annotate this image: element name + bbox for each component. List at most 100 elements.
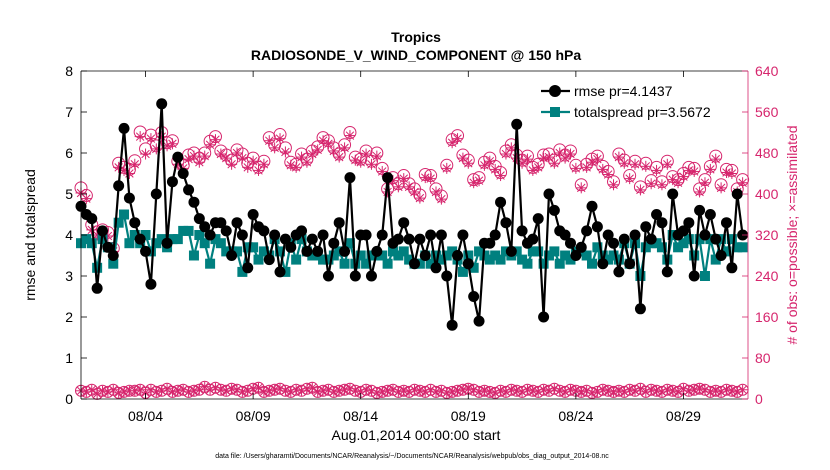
rmse-point [683,217,695,229]
totalspread-point [178,225,189,236]
rmse-point [123,192,135,204]
obs-low-assimilated-marker [108,384,119,395]
obs-assimilated-marker [715,182,727,194]
rmse-point [199,221,211,233]
totalspread-point [699,271,710,281]
rmse-point [140,245,152,257]
rmse-point [634,303,646,315]
obs-assimilated-marker [285,159,297,171]
obs-assimilated-marker [656,179,668,191]
totalspread-point [517,254,528,265]
totalspread-point [231,246,242,257]
x-tick-label: 08/24 [558,408,593,424]
totalspread-point [613,254,624,265]
obs-assimilated-marker [312,144,324,156]
obs-assimilated-marker [269,142,281,154]
totalspread-point [237,266,248,277]
totalspread-point [205,258,216,269]
totalspread-point [156,234,167,245]
y-right-tick-label: 80 [755,350,771,366]
totalspread-point [522,258,533,269]
rmse-point [667,188,679,200]
rmse-point [640,221,652,233]
y-right-tick-label: 320 [755,227,779,243]
rmse-point [559,229,571,241]
rmse-point [371,245,383,257]
obs-assimilated-marker [134,131,146,143]
obs-assimilated-marker [435,193,447,205]
totalspread-point [474,246,485,257]
obs-assimilated-marker [113,161,125,173]
rmse-point [102,241,114,253]
totalspread-point [86,238,97,249]
rmse-point [242,262,254,274]
rmse-point [452,250,464,261]
rmse-point [425,229,437,241]
totalspread-point [318,254,329,265]
obs-low-assimilated-marker [307,382,318,393]
y-left-tick-label: 0 [65,391,73,407]
obs-assimilated-marker [193,156,205,168]
totalspread-point [275,246,286,257]
obs-assimilated-marker [360,148,372,160]
rmse-point [231,217,243,229]
totalspread-point [581,250,592,261]
rmse-point [156,98,168,110]
totalspread-point [538,258,549,269]
rmse-point [468,291,480,302]
rmse-point [495,196,507,208]
totalspread-point [484,254,495,265]
totalspread-point [457,266,468,277]
rmse-point [317,229,329,241]
totalspread-point [124,238,135,249]
rmse-point [312,245,324,257]
x-tick-label: 08/14 [343,408,378,424]
rmse-point [505,245,517,257]
rmse-point [91,282,103,294]
totalspread-point [533,246,544,257]
y-right-tick-label: 560 [755,104,779,120]
totalspread-point [167,234,178,245]
legend-totalspread-label: totalspread pr=3.5672 [574,104,711,120]
totalspread-point [554,258,565,269]
rmse-point [226,250,238,261]
obs-assimilated-marker [209,134,221,146]
obs-assimilated-marker [446,137,458,149]
totalspread-point [678,238,689,249]
obs-assimilated-marker [699,177,711,189]
rmse-point [306,233,318,245]
totalspread-point [737,242,748,253]
totalspread-point [683,234,694,245]
totalspread-point [344,238,355,249]
totalspread-point [603,254,614,265]
totalspread-point [495,254,506,265]
totalspread-point [253,254,264,265]
rmse-point [624,258,636,270]
totalspread-point [296,234,307,245]
totalspread-point [382,258,393,269]
totalspread-point [140,230,151,240]
rmse-point [274,266,286,278]
rmse-point [365,270,377,282]
totalspread-point [404,254,415,265]
rmse-point [581,225,593,237]
y-left-tick-label: 5 [65,186,73,202]
obs-assimilated-marker [473,175,485,187]
rmse-point [575,241,587,253]
rmse-point [220,225,232,237]
rmse-point [548,204,560,216]
obs-assimilated-marker [500,148,512,160]
rmse-point [419,250,431,261]
legend-rmse-label: rmse pr=4.1437 [574,83,673,99]
rmse-point [527,233,539,245]
totalspread-point [355,250,366,261]
totalspread-point [689,250,700,261]
totalspread-point [210,234,221,245]
obs-assimilated-marker [591,153,603,165]
totalspread-point [108,258,119,269]
obs-assimilated-marker [575,182,587,194]
totalspread-point [721,246,732,257]
obs-assimilated-marker [123,168,135,179]
